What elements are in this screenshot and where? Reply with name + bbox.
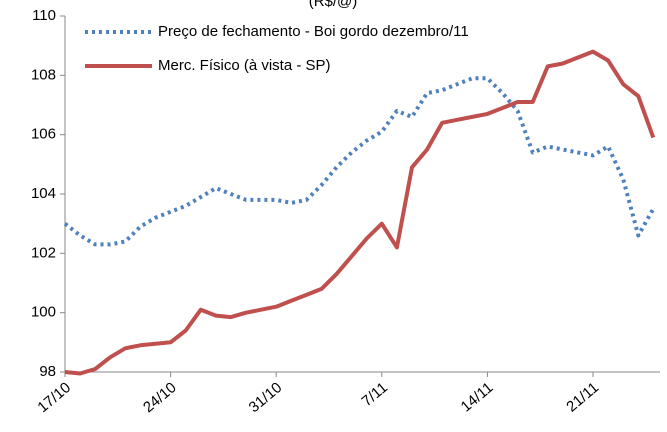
x-tick-label: 14/11 xyxy=(458,379,497,415)
x-tick-label: 7/11 xyxy=(358,379,390,410)
y-tick-label: 98 xyxy=(39,363,56,380)
chart-title: (R$/@) xyxy=(309,0,358,10)
legend-label: Preço de fechamento - Boi gordo dezembro… xyxy=(158,23,469,40)
x-tick-label: 21/11 xyxy=(563,379,602,415)
x-tick-label: 31/10 xyxy=(246,379,286,416)
series-line xyxy=(63,76,656,247)
legend-label: Merc. Físico (à vista - SP) xyxy=(158,57,331,74)
y-tick-label: 100 xyxy=(31,304,56,321)
y-tick-label: 110 xyxy=(32,7,56,24)
y-tick-label: 106 xyxy=(31,126,56,143)
y-tick-label: 104 xyxy=(31,185,56,202)
x-tick-label: 17/10 xyxy=(34,379,74,416)
series-line xyxy=(64,49,656,376)
y-tick-label: 108 xyxy=(31,66,56,83)
x-tick-label: 24/10 xyxy=(140,379,180,416)
y-tick-label: 102 xyxy=(31,244,56,261)
